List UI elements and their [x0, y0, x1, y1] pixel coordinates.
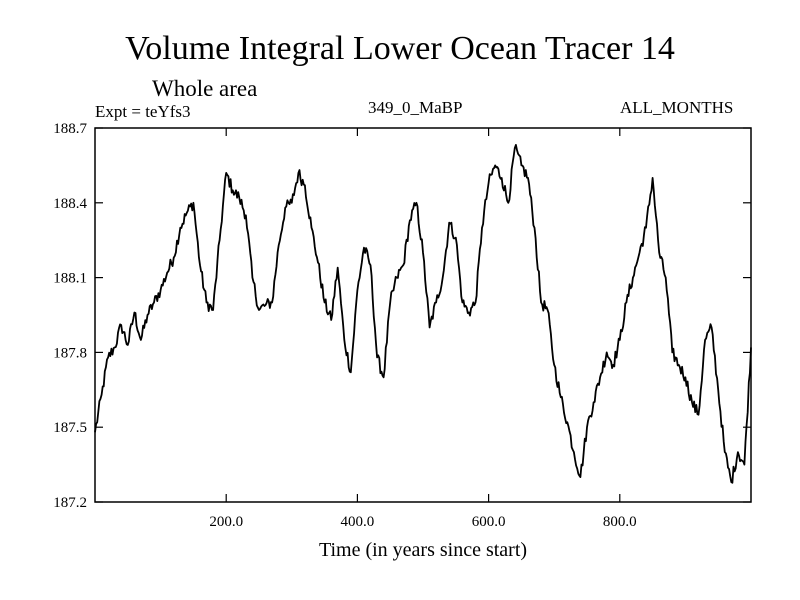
x-tick-label: 600.0	[472, 514, 506, 530]
chart-title: Volume Integral Lower Ocean Tracer 14	[125, 30, 675, 67]
plot-frame	[94, 127, 752, 503]
y-axis: 187.2 187.5 187.8 188.1 188.4 188.7	[53, 121, 751, 511]
x-tick-label: 200.0	[209, 514, 243, 530]
x-axis-label: Time (in years since start)	[319, 539, 527, 561]
experiment-label: Expt = teYfs3	[95, 102, 191, 121]
x-axis: 200.0 400.0 600.0 800.0	[209, 128, 637, 530]
run-label: 349_0_MaBP	[368, 98, 463, 117]
y-tick-label: 187.5	[53, 420, 87, 436]
y-tick-label: 187.8	[53, 345, 87, 361]
x-tick-label: 400.0	[341, 514, 375, 530]
y-tick-label: 187.2	[53, 495, 87, 511]
y-tick-label: 188.7	[53, 121, 87, 137]
y-tick-label: 188.1	[53, 271, 87, 287]
y-tick-label: 188.4	[53, 196, 87, 212]
months-label: ALL_MONTHS	[620, 98, 734, 117]
x-tick-label: 800.0	[603, 514, 637, 530]
chart-subtitle: Whole area	[152, 76, 258, 101]
series-line	[94, 144, 752, 484]
